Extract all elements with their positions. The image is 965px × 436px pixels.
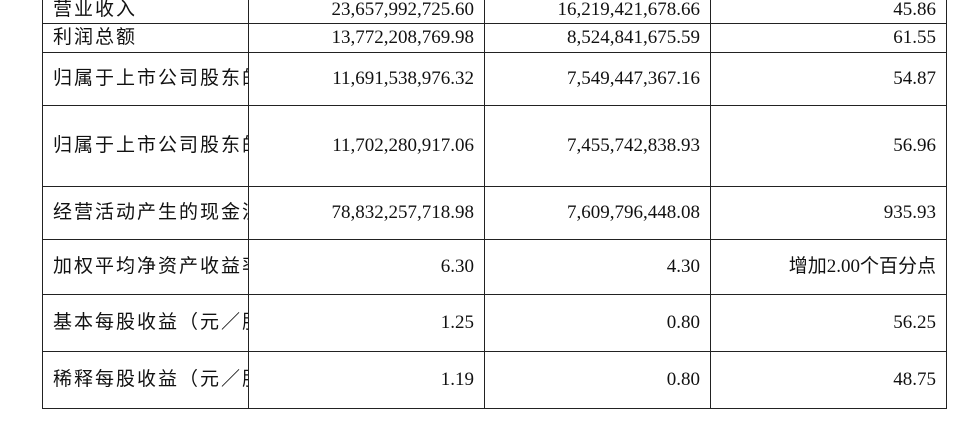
row-label: 基本每股收益（元／股）	[42, 294, 249, 352]
row-label: 加权平均净资产收益率（%）	[42, 239, 249, 295]
table-row-diluted-eps: 稀释每股收益（元／股） 1.19 0.80 48.75	[42, 351, 947, 409]
row-label: 归属于上市公司股东的净利润	[42, 52, 249, 106]
change-value: 48.75	[710, 351, 947, 409]
change-value: 增加2.00个百分点	[710, 239, 947, 295]
row-label: 营业收入	[42, 0, 249, 24]
change-value: 935.93	[710, 186, 947, 240]
current-period-value: 1.19	[248, 351, 485, 409]
row-label: 归属于上市公司股东的扣除非经常性损益的净利润	[42, 105, 249, 187]
change-value: 56.96	[710, 105, 947, 187]
change-value: 56.25	[710, 294, 947, 352]
financial-summary-table: 营业收入 23,657,992,725.60 16,219,421,678.66…	[42, 0, 947, 409]
previous-period-value: 7,455,742,838.93	[484, 105, 711, 187]
previous-period-value: 4.30	[484, 239, 711, 295]
change-value: 45.86	[710, 0, 947, 24]
current-period-value: 11,702,280,917.06	[248, 105, 485, 187]
current-period-value: 78,832,257,718.98	[248, 186, 485, 240]
previous-period-value: 0.80	[484, 351, 711, 409]
previous-period-value: 0.80	[484, 294, 711, 352]
row-label: 利润总额	[42, 23, 249, 53]
previous-period-value: 16,219,421,678.66	[484, 0, 711, 24]
previous-period-value: 7,609,796,448.08	[484, 186, 711, 240]
previous-period-value: 8,524,841,675.59	[484, 23, 711, 53]
table-row-operating-cash-flow: 经营活动产生的现金流量净额 78,832,257,718.98 7,609,79…	[42, 186, 947, 240]
previous-period-value: 7,549,447,367.16	[484, 52, 711, 106]
table-row-basic-eps: 基本每股收益（元／股） 1.25 0.80 56.25	[42, 294, 947, 352]
current-period-value: 6.30	[248, 239, 485, 295]
table-row-net-profit-deducted: 归属于上市公司股东的扣除非经常性损益的净利润 11,702,280,917.06…	[42, 105, 947, 187]
current-period-value: 1.25	[248, 294, 485, 352]
current-period-value: 23,657,992,725.60	[248, 0, 485, 24]
table-row-net-profit-attributable: 归属于上市公司股东的净利润 11,691,538,976.32 7,549,44…	[42, 52, 947, 106]
change-value: 61.55	[710, 23, 947, 53]
table-row-revenue: 营业收入 23,657,992,725.60 16,219,421,678.66…	[42, 0, 947, 24]
table-row-total-profit: 利润总额 13,772,208,769.98 8,524,841,675.59 …	[42, 23, 947, 53]
current-period-value: 13,772,208,769.98	[248, 23, 485, 53]
row-label: 经营活动产生的现金流量净额	[42, 186, 249, 240]
row-label: 稀释每股收益（元／股）	[42, 351, 249, 409]
change-value: 54.87	[710, 52, 947, 106]
current-period-value: 11,691,538,976.32	[248, 52, 485, 106]
table-row-weighted-roe: 加权平均净资产收益率（%） 6.30 4.30 增加2.00个百分点	[42, 239, 947, 295]
